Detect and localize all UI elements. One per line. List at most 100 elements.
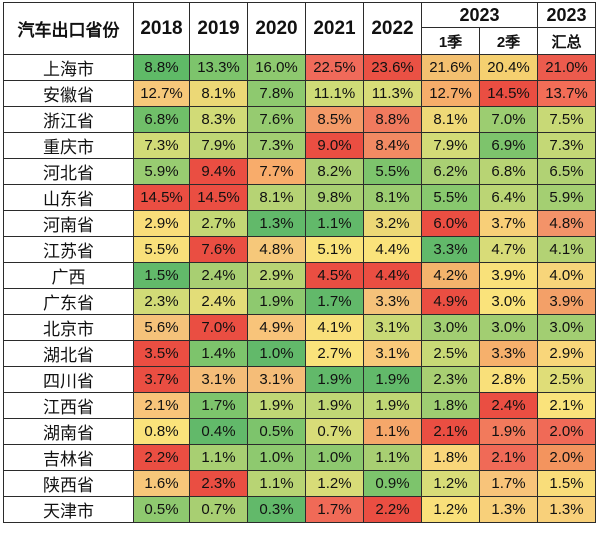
share-cell: 6.2% <box>421 158 480 185</box>
share-cell: 5.6% <box>133 314 190 341</box>
share-cell: 2.5% <box>537 366 596 393</box>
share-cell: 1.0% <box>247 444 306 471</box>
share-cell: 1.1% <box>247 470 306 497</box>
province-name: 北京市 <box>3 314 134 341</box>
share-cell: 3.0% <box>479 314 538 341</box>
share-cell: 2.2% <box>133 444 190 471</box>
share-cell: 2.1% <box>421 418 480 445</box>
share-cell: 3.0% <box>421 314 480 341</box>
share-cell: 6.8% <box>133 106 190 133</box>
share-cell: 13.3% <box>189 54 248 81</box>
table-row: 河南省 2.9% 2.7% 1.3% 1.1% 3.2% 6.0% 3.7% 4.8% <box>3 210 596 237</box>
share-cell: 7.3% <box>133 132 190 159</box>
share-cell: 1.1% <box>363 418 422 445</box>
share-cell: 9.8% <box>305 184 364 211</box>
share-cell: 0.7% <box>189 496 248 523</box>
share-cell: 2.7% <box>305 340 364 367</box>
table-row: 广东省 2.3% 2.4% 1.9% 1.7% 3.3% 4.9% 3.0% 3.9% <box>3 288 596 315</box>
year-header-2018: 2018 <box>133 2 190 55</box>
province-name: 山东省 <box>3 184 134 211</box>
share-cell: 1.2% <box>305 470 364 497</box>
table-row: 广西 1.5% 2.4% 2.9% 4.5% 4.4% 4.2% 3.9% 4.0% <box>3 262 596 289</box>
share-cell: 4.4% <box>363 236 422 263</box>
share-cell: 14.5% <box>189 184 248 211</box>
share-cell: 13.7% <box>537 80 596 107</box>
share-cell: 7.3% <box>537 132 596 159</box>
share-cell: 9.0% <box>305 132 364 159</box>
share-cell: 1.1% <box>363 444 422 471</box>
share-cell: 1.1% <box>189 444 248 471</box>
share-cell: 5.5% <box>133 236 190 263</box>
share-cell: 0.3% <box>247 496 306 523</box>
share-cell: 2.9% <box>537 340 596 367</box>
share-cell: 8.4% <box>363 132 422 159</box>
share-cell: 2.0% <box>537 444 596 471</box>
share-cell: 8.8% <box>363 106 422 133</box>
province-name: 河北省 <box>3 158 134 185</box>
share-cell: 4.1% <box>537 236 596 263</box>
share-cell: 1.7% <box>305 496 364 523</box>
share-cell: 3.9% <box>537 288 596 315</box>
year-header-2019: 2019 <box>189 2 248 55</box>
share-cell: 1.3% <box>479 496 538 523</box>
year-header-2020: 2020 <box>247 2 306 55</box>
share-cell: 12.7% <box>421 80 480 107</box>
province-name: 重庆市 <box>3 132 134 159</box>
table-row: 安徽省 12.7% 8.1% 7.8% 11.1% 11.3% 12.7% 14.5% 13.7… <box>3 80 596 107</box>
table-row: 江西省 2.1% 1.7% 1.9% 1.9% 1.9% 1.8% 2.4% 2.1% <box>3 392 596 419</box>
export-share-table: 汽车出口省份 2018 2019 2020 2021 2022 2023 202… <box>3 2 596 523</box>
share-cell: 5.5% <box>421 184 480 211</box>
share-cell: 12.7% <box>133 80 190 107</box>
share-cell: 8.1% <box>189 80 248 107</box>
share-cell: 1.8% <box>421 392 480 419</box>
share-cell: 2.4% <box>189 262 248 289</box>
share-cell: 3.1% <box>247 366 306 393</box>
share-cell: 0.8% <box>133 418 190 445</box>
share-cell: 2.3% <box>421 366 480 393</box>
province-name: 陕西省 <box>3 470 134 497</box>
share-cell: 1.9% <box>247 392 306 419</box>
province-name: 上海市 <box>3 54 134 81</box>
share-cell: 8.1% <box>363 184 422 211</box>
share-cell: 1.0% <box>305 444 364 471</box>
share-cell: 3.0% <box>537 314 596 341</box>
table-row: 湖南省 0.8% 0.4% 0.5% 0.7% 1.1% 2.1% 1.9% 2.0% <box>3 418 596 445</box>
share-cell: 6.8% <box>479 158 538 185</box>
share-cell: 3.5% <box>133 340 190 367</box>
share-cell: 4.9% <box>247 314 306 341</box>
share-cell: 6.4% <box>479 184 538 211</box>
share-cell: 1.6% <box>133 470 190 497</box>
share-cell: 7.7% <box>247 158 306 185</box>
share-cell: 1.1% <box>305 210 364 237</box>
province-name: 湖南省 <box>3 418 134 445</box>
share-cell: 2.0% <box>537 418 596 445</box>
share-cell: 5.9% <box>537 184 596 211</box>
quarter-header-q1: 1季 <box>421 27 480 55</box>
share-cell: 20.4% <box>479 54 538 81</box>
province-name: 江西省 <box>3 392 134 419</box>
year-header-2023-total: 2023 <box>537 2 596 28</box>
share-cell: 6.0% <box>421 210 480 237</box>
table-row: 山东省 14.5% 14.5% 8.1% 9.8% 8.1% 5.5% 6.4% 5.9% <box>3 184 596 211</box>
share-cell: 3.3% <box>421 236 480 263</box>
share-cell: 1.8% <box>421 444 480 471</box>
share-cell: 1.7% <box>189 392 248 419</box>
share-cell: 1.2% <box>421 496 480 523</box>
share-cell: 0.5% <box>247 418 306 445</box>
share-cell: 3.1% <box>363 314 422 341</box>
share-cell: 1.9% <box>363 392 422 419</box>
province-name: 安徽省 <box>3 80 134 107</box>
share-cell: 1.3% <box>537 496 596 523</box>
share-cell: 4.8% <box>247 236 306 263</box>
share-cell: 5.1% <box>305 236 364 263</box>
share-cell: 3.1% <box>189 366 248 393</box>
table-row: 江苏省 5.5% 7.6% 4.8% 5.1% 4.4% 3.3% 4.7% 4.1% <box>3 236 596 263</box>
share-cell: 1.5% <box>133 262 190 289</box>
share-cell: 0.5% <box>133 496 190 523</box>
share-cell: 8.2% <box>305 158 364 185</box>
share-cell: 22.5% <box>305 54 364 81</box>
share-cell: 8.8% <box>133 54 190 81</box>
share-cell: 7.3% <box>247 132 306 159</box>
share-cell: 2.2% <box>363 496 422 523</box>
share-cell: 2.7% <box>189 210 248 237</box>
